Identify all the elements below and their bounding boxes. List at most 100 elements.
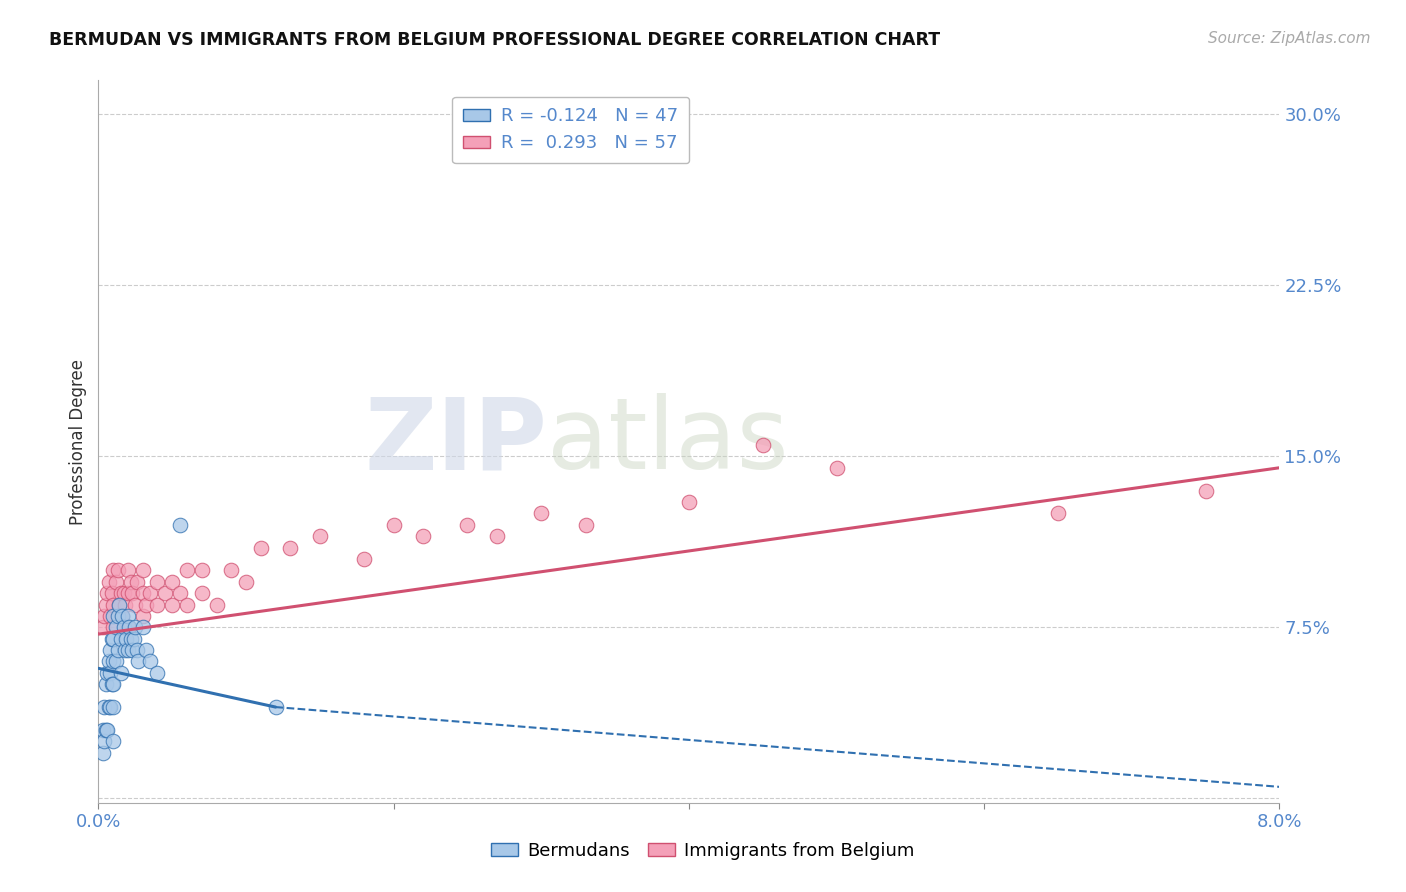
Point: [169, 586, 191, 600]
Point: [108, 598, 131, 612]
Point: [280, 541, 302, 555]
Point: [825, 460, 848, 475]
Point: [108, 598, 131, 612]
Point: [98, 665, 121, 680]
Point: [191, 563, 214, 577]
Point: [162, 574, 183, 589]
Legend: Bermudans, Immigrants from Belgium: Bermudans, Immigrants from Belgium: [484, 835, 922, 867]
Point: [91, 746, 114, 760]
Point: [107, 563, 129, 577]
Point: [132, 586, 155, 600]
Point: [91, 620, 114, 634]
Point: [98, 608, 121, 623]
Point: [1046, 506, 1070, 520]
Point: [114, 598, 136, 612]
Point: [91, 723, 114, 737]
Point: [457, 517, 479, 532]
Point: [103, 620, 125, 634]
Point: [94, 723, 117, 737]
Point: [107, 643, 129, 657]
Point: [153, 586, 176, 600]
Point: [103, 677, 125, 691]
Point: [93, 734, 115, 748]
Point: [135, 598, 157, 612]
Point: [103, 608, 125, 623]
Point: [127, 655, 149, 669]
Point: [752, 438, 775, 452]
Point: [121, 643, 143, 657]
Point: [103, 598, 125, 612]
Point: [146, 598, 169, 612]
Point: [110, 586, 132, 600]
Point: [132, 563, 155, 577]
Point: [103, 632, 125, 646]
Point: [112, 620, 135, 634]
Point: [176, 598, 198, 612]
Point: [105, 574, 128, 589]
Point: [98, 700, 121, 714]
Point: [162, 598, 183, 612]
Y-axis label: Professional Degree: Professional Degree: [69, 359, 87, 524]
Point: [120, 574, 142, 589]
Point: [97, 655, 120, 669]
Point: [117, 620, 139, 634]
Point: [115, 632, 138, 646]
Text: BERMUDAN VS IMMIGRANTS FROM BELGIUM PROFESSIONAL DEGREE CORRELATION CHART: BERMUDAN VS IMMIGRANTS FROM BELGIUM PROF…: [49, 31, 941, 49]
Point: [176, 563, 198, 577]
Point: [122, 632, 145, 646]
Point: [117, 586, 139, 600]
Point: [124, 620, 146, 634]
Point: [111, 608, 134, 623]
Point: [191, 586, 214, 600]
Point: [382, 517, 405, 532]
Point: [107, 608, 129, 623]
Point: [124, 598, 146, 612]
Point: [250, 541, 273, 555]
Point: [97, 700, 120, 714]
Point: [103, 734, 125, 748]
Point: [111, 608, 134, 623]
Point: [139, 655, 162, 669]
Point: [96, 723, 118, 737]
Point: [264, 700, 287, 714]
Point: [486, 529, 509, 543]
Point: [96, 586, 118, 600]
Point: [125, 574, 148, 589]
Point: [94, 598, 117, 612]
Point: [353, 552, 375, 566]
Point: [135, 643, 157, 657]
Point: [110, 665, 132, 680]
Point: [118, 620, 141, 634]
Point: [132, 620, 155, 634]
Point: [103, 655, 125, 669]
Point: [120, 632, 142, 646]
Point: [103, 700, 125, 714]
Point: [100, 677, 122, 691]
Point: [530, 506, 553, 520]
Text: atlas: atlas: [547, 393, 789, 490]
Point: [221, 563, 243, 577]
Point: [98, 643, 121, 657]
Point: [205, 598, 228, 612]
Point: [169, 517, 191, 532]
Point: [105, 655, 128, 669]
Point: [235, 574, 257, 589]
Point: [93, 700, 115, 714]
Text: ZIP: ZIP: [364, 393, 547, 490]
Point: [103, 563, 125, 577]
Point: [100, 586, 122, 600]
Point: [121, 586, 143, 600]
Point: [146, 665, 169, 680]
Point: [94, 677, 117, 691]
Point: [105, 620, 128, 634]
Point: [112, 586, 135, 600]
Point: [100, 632, 122, 646]
Point: [575, 517, 598, 532]
Point: [93, 608, 115, 623]
Point: [678, 495, 700, 509]
Legend: R = -0.124   N = 47, R =  0.293   N = 57: R = -0.124 N = 47, R = 0.293 N = 57: [453, 96, 689, 163]
Point: [412, 529, 434, 543]
Point: [139, 586, 162, 600]
Point: [125, 643, 148, 657]
Point: [110, 632, 132, 646]
